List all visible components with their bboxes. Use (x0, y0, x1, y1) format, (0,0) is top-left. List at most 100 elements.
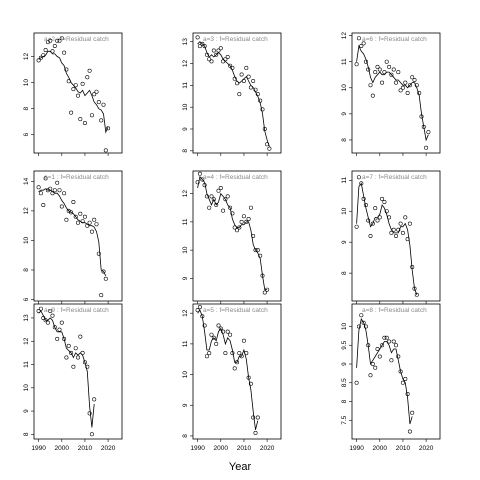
data-point (195, 308, 200, 313)
y-tick-label: 9 (341, 240, 348, 244)
data-point (89, 113, 94, 118)
y-tick-label: 9 (23, 409, 30, 413)
data-point (64, 355, 69, 360)
data-point (407, 429, 412, 434)
data-point (202, 44, 207, 49)
data-point (209, 59, 214, 64)
data-point (387, 64, 392, 69)
data-point (99, 118, 104, 123)
data-point (251, 79, 256, 84)
panel-label: a=2 : f=Residual catch (44, 36, 109, 43)
data-point (237, 225, 242, 230)
data-point (368, 373, 373, 378)
data-point (424, 145, 429, 150)
y-tick-label: 10 (23, 384, 30, 392)
data-point (48, 38, 53, 43)
data-point (66, 343, 71, 348)
data-point (103, 148, 108, 153)
y-tick-label: 10 (341, 84, 348, 92)
data-point (380, 196, 385, 201)
data-point (80, 219, 85, 224)
y-tick-label: 10 (341, 323, 348, 331)
data-point (218, 46, 223, 51)
data-point (211, 335, 216, 340)
data-point (57, 188, 62, 193)
data-point (400, 85, 405, 90)
data-point (221, 329, 226, 334)
y-tick-label: 8 (182, 434, 189, 438)
data-point (260, 107, 265, 112)
data-point (55, 38, 60, 43)
data-point (80, 81, 85, 86)
data-point (393, 80, 398, 85)
x-tick-label: 1990 (190, 445, 205, 452)
x-tick-label: 2010 (78, 445, 93, 452)
data-point (211, 197, 216, 202)
data-point (78, 334, 83, 339)
y-tick-label: 10 (182, 246, 189, 254)
data-point (59, 204, 64, 209)
data-point (398, 88, 403, 93)
data-point (73, 214, 78, 219)
panel-frame (192, 32, 282, 154)
y-tick-label: 12 (182, 190, 189, 198)
data-point (214, 341, 219, 346)
panel-frame (351, 303, 441, 440)
data-point (265, 287, 270, 292)
data-point (377, 67, 382, 72)
data-point (223, 57, 228, 62)
data-point (232, 225, 237, 230)
data-point (389, 72, 394, 77)
panel-frame (192, 170, 282, 302)
data-point (52, 325, 57, 330)
data-point (235, 228, 240, 233)
data-point (391, 227, 396, 232)
data-point (50, 191, 55, 196)
data-point (82, 214, 87, 219)
data-point (384, 59, 389, 64)
data-point (209, 332, 214, 337)
panel-3: 8 9 10 11 12 a=6 : f=Residual catch (341, 32, 441, 156)
data-point (38, 306, 43, 311)
data-point (106, 126, 111, 131)
panel-4: 6 8 10 12 14 a=1 : f=Residual catch (23, 170, 123, 304)
data-point (387, 339, 392, 344)
data-point (101, 269, 106, 274)
data-point (396, 227, 401, 232)
data-point (64, 217, 69, 222)
data-point (403, 376, 408, 381)
panel-label: a=4 : f=Residual catch (203, 174, 268, 181)
data-point (87, 411, 92, 416)
data-point (398, 221, 403, 226)
panel-5: 9 10 11 12 a=4 : f=Residual catch (182, 170, 282, 304)
data-point (356, 324, 361, 329)
data-point (76, 220, 81, 225)
data-point (407, 83, 412, 88)
x-axis-label: Year (229, 461, 252, 473)
panel-label: a=5 : f=Residual catch (203, 307, 268, 314)
data-point (225, 194, 230, 199)
data-point (244, 351, 249, 356)
data-point (262, 127, 267, 132)
data-point (73, 83, 78, 88)
data-point (246, 74, 251, 79)
data-point (52, 43, 57, 48)
data-point (69, 210, 74, 215)
data-point (43, 176, 48, 181)
data-point (228, 63, 233, 68)
data-point (368, 234, 373, 239)
data-point (228, 332, 233, 337)
data-point (354, 380, 359, 385)
fitted-line (356, 317, 413, 425)
data-point (52, 188, 57, 193)
fitted-line (38, 310, 95, 428)
data-point (85, 75, 90, 80)
data-point (248, 205, 253, 210)
fitted-line (356, 182, 418, 295)
x-tick-label: 2020 (419, 445, 434, 452)
panel-label: a=7 : f=Residual catch (362, 174, 427, 181)
data-point (223, 351, 228, 356)
data-point (82, 121, 87, 126)
y-tick-label: 10 (23, 79, 30, 87)
